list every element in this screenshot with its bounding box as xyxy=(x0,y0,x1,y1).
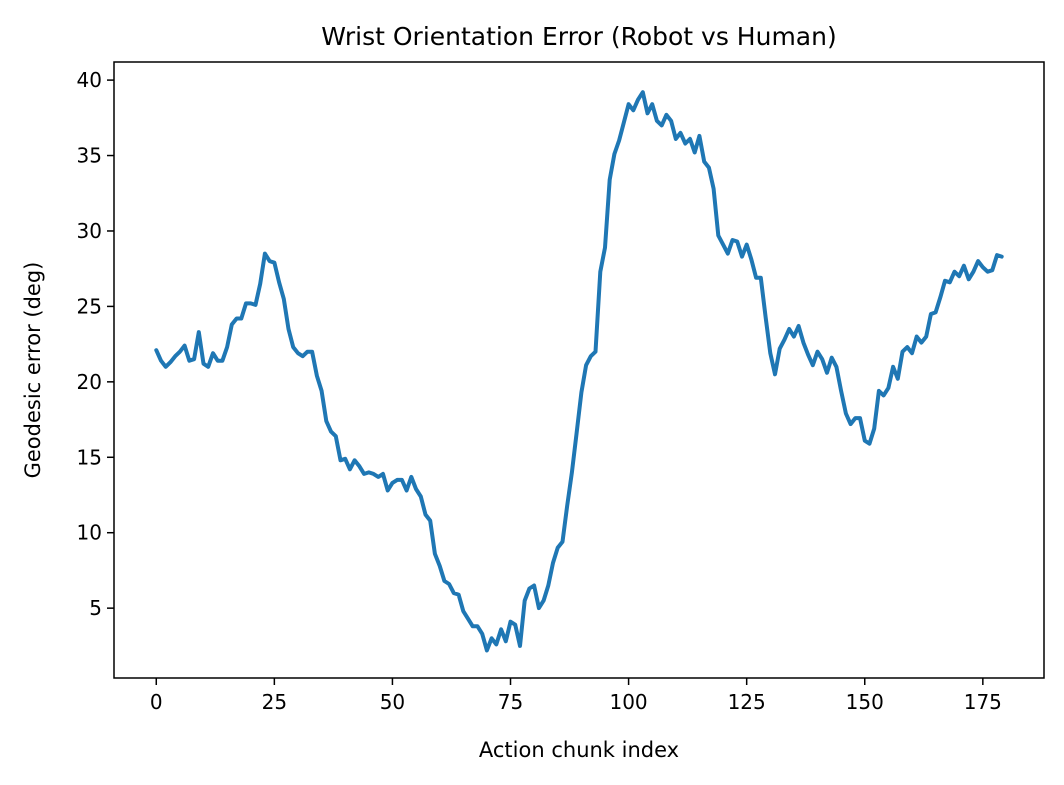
x-axis-label: Action chunk index xyxy=(479,738,679,762)
plot-area-frame xyxy=(113,61,1045,679)
chart-title: Wrist Orientation Error (Robot vs Human) xyxy=(321,22,836,51)
y-tick-label: 5 xyxy=(89,596,102,620)
x-tick-label: 75 xyxy=(498,690,523,714)
x-tick-label: 100 xyxy=(609,690,647,714)
y-tick-label: 35 xyxy=(77,144,102,168)
y-tick-label: 15 xyxy=(77,445,102,469)
y-axis-label: Geodesic error (deg) xyxy=(21,262,45,479)
y-tick-label: 25 xyxy=(77,294,102,318)
x-tick-label: 50 xyxy=(380,690,405,714)
y-tick-label: 40 xyxy=(77,68,102,92)
x-tick-label: 0 xyxy=(150,690,163,714)
x-tick-label: 125 xyxy=(728,690,766,714)
y-tick-label: 10 xyxy=(77,521,102,545)
y-tick-label: 20 xyxy=(77,370,102,394)
y-axis: 5 10 15 20 25 30 35 40 xyxy=(77,68,114,620)
x-tick-label: 175 xyxy=(964,690,1002,714)
x-axis: 0 25 50 75 100 125 150 175 xyxy=(150,678,1002,714)
x-tick-label: 150 xyxy=(846,690,884,714)
x-tick-label: 25 xyxy=(262,690,287,714)
y-tick-label: 30 xyxy=(77,219,102,243)
series-layer xyxy=(154,90,1004,653)
series-line xyxy=(154,90,1004,653)
